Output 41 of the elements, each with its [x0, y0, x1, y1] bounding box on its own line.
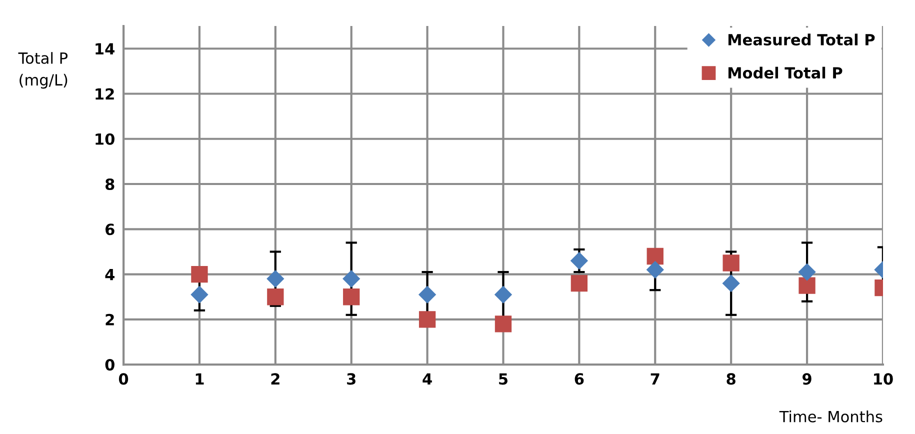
y-tick-label: 2 — [106, 314, 114, 326]
point — [722, 254, 740, 272]
point — [343, 288, 360, 306]
point — [266, 270, 284, 288]
point — [570, 274, 588, 292]
x-tick-label: 9 — [802, 373, 812, 385]
y-tick-label: 4 — [105, 268, 114, 280]
y-axis-title: Total P (mg/L) — [18, 52, 68, 89]
x-tick-label: 2 — [271, 373, 280, 384]
point — [418, 286, 436, 304]
y-tick-label: 6 — [106, 224, 114, 236]
point — [191, 266, 208, 283]
point — [418, 311, 436, 328]
point — [267, 288, 284, 306]
y-tick-label: 8 — [105, 178, 114, 190]
point — [342, 270, 360, 288]
x-tick-label: 0 — [118, 373, 128, 385]
point — [494, 316, 512, 332]
point — [190, 286, 208, 304]
x-tick-label: 3 — [347, 373, 356, 385]
x-tick-label: 10 — [874, 373, 893, 385]
point — [722, 274, 740, 292]
y-tick-label: 14 — [96, 43, 114, 54]
y-tick-label: 10 — [96, 133, 114, 145]
legend-label: Model Total P — [728, 66, 842, 79]
x-tick-label: 8 — [726, 373, 736, 385]
y-tick-label: 12 — [96, 88, 114, 100]
y-tick-label: 0 — [105, 359, 114, 371]
point — [798, 263, 816, 281]
point — [646, 261, 664, 278]
point — [494, 286, 512, 304]
x-tick-label: 6 — [574, 373, 584, 385]
x-tick-label: 7 — [650, 373, 660, 384]
x-tick-label: 5 — [499, 373, 508, 385]
point — [646, 248, 664, 265]
legend-label: Measured Total P — [728, 34, 875, 46]
x-axis-title: Time- Months — [779, 410, 882, 422]
x-tick-label: 1 — [196, 373, 204, 384]
point — [798, 277, 816, 294]
point — [570, 252, 588, 270]
x-tick-label: 4 — [422, 373, 432, 384]
